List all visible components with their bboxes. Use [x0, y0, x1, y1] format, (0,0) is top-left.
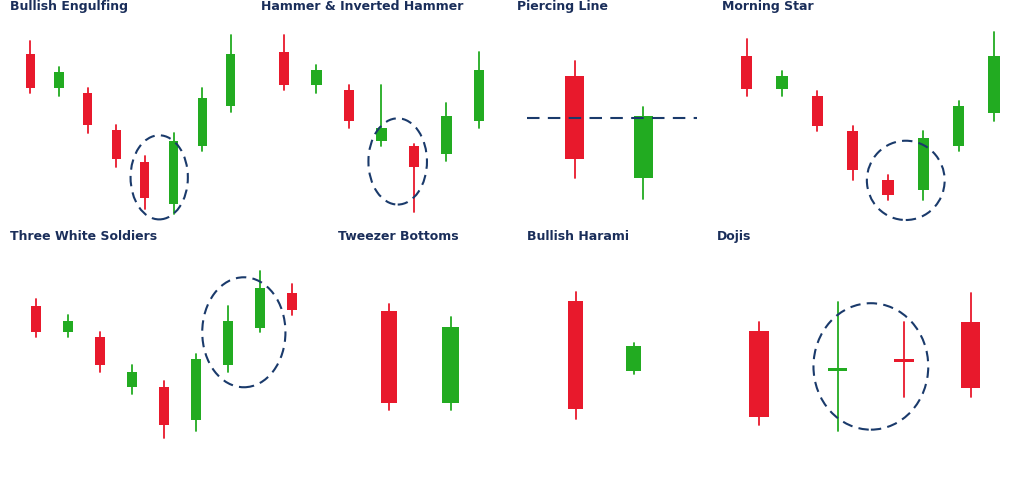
Bar: [750, 331, 769, 417]
Bar: [344, 91, 354, 121]
Bar: [83, 93, 92, 125]
Bar: [169, 140, 178, 204]
Bar: [918, 138, 929, 190]
Bar: [255, 288, 265, 328]
Bar: [776, 76, 787, 89]
Bar: [381, 310, 397, 403]
Bar: [222, 321, 232, 365]
Bar: [741, 57, 753, 89]
Text: Piercing Line: Piercing Line: [517, 0, 608, 13]
Text: Bullish Harami: Bullish Harami: [527, 230, 630, 243]
Bar: [847, 131, 858, 171]
Bar: [140, 161, 150, 198]
Bar: [198, 99, 207, 146]
Bar: [62, 321, 73, 332]
Bar: [279, 52, 289, 85]
Bar: [474, 70, 484, 121]
Bar: [112, 130, 121, 159]
Text: Three White Soldiers: Three White Soldiers: [10, 230, 158, 243]
Bar: [634, 116, 652, 178]
Bar: [26, 54, 35, 88]
Bar: [894, 359, 913, 362]
Bar: [812, 96, 823, 126]
Text: Bullish Engulfing: Bullish Engulfing: [10, 0, 128, 13]
Bar: [988, 57, 999, 114]
Bar: [953, 106, 965, 146]
Bar: [565, 76, 584, 159]
Bar: [94, 337, 104, 365]
Bar: [409, 161, 419, 167]
Text: Dojis: Dojis: [717, 230, 752, 243]
Bar: [626, 346, 641, 371]
Bar: [828, 368, 847, 371]
Bar: [127, 372, 137, 387]
Bar: [441, 116, 452, 154]
Bar: [409, 146, 419, 167]
Text: Hammer & Inverted Hammer: Hammer & Inverted Hammer: [261, 0, 464, 13]
Bar: [568, 301, 584, 409]
Bar: [159, 387, 169, 425]
Bar: [376, 128, 387, 141]
Bar: [226, 54, 236, 106]
Bar: [961, 322, 980, 388]
Bar: [190, 359, 201, 420]
Bar: [31, 306, 41, 332]
Text: Morning Star: Morning Star: [722, 0, 813, 13]
Bar: [287, 293, 297, 310]
Bar: [442, 327, 459, 403]
Bar: [54, 72, 63, 88]
Bar: [883, 181, 894, 195]
Text: Tweezer Bottoms: Tweezer Bottoms: [338, 230, 459, 243]
Bar: [311, 70, 322, 85]
